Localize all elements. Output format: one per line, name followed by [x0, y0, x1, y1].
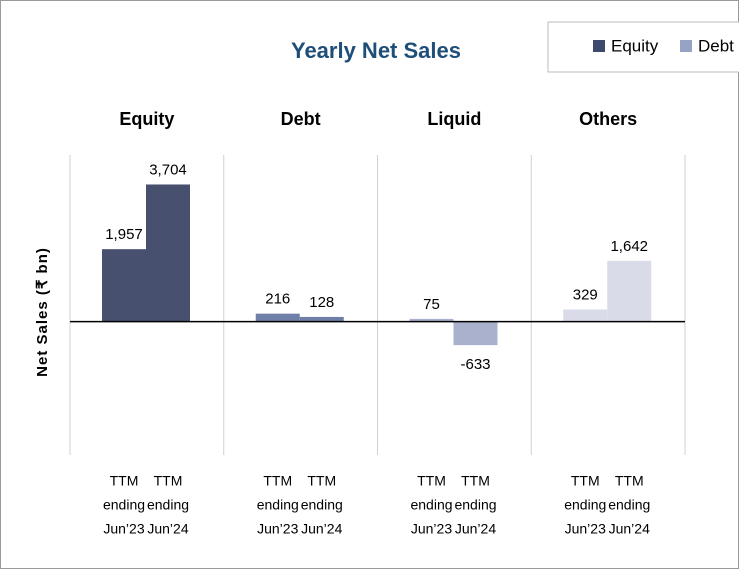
value-label: 1,642	[610, 238, 648, 255]
value-label: 329	[573, 286, 598, 303]
x-tick-label: TTM	[461, 473, 490, 489]
x-tick-label: Jun’23	[565, 521, 606, 537]
x-tick-label: TTM	[417, 473, 446, 489]
bar	[453, 321, 498, 346]
x-tick-label: ending	[257, 497, 299, 513]
x-tick-label: TTM	[615, 473, 644, 489]
x-tick-label: TTM	[263, 473, 292, 489]
legend-label: Debt	[698, 36, 734, 55]
x-tick-label: Jun’23	[103, 521, 144, 537]
x-tick-label: Jun’24	[609, 521, 650, 537]
x-tick-label: ending	[564, 497, 606, 513]
x-tick-label: Jun’23	[411, 521, 452, 537]
bar	[563, 309, 608, 322]
group-title: Debt	[281, 109, 321, 129]
x-tick-label: ending	[410, 497, 452, 513]
value-label: 1,957	[105, 226, 143, 243]
value-label: 3,704	[149, 161, 187, 178]
bar	[299, 316, 344, 322]
group-title: Others	[579, 109, 637, 129]
legend-label: Equity	[611, 36, 659, 55]
x-tick-label: Jun’24	[147, 521, 188, 537]
group-title: Liquid	[427, 109, 481, 129]
value-label: 216	[265, 291, 290, 308]
bar	[146, 184, 190, 322]
x-tick-label: ending	[103, 497, 145, 513]
x-tick-label: TTM	[571, 473, 600, 489]
legend-box	[547, 21, 739, 73]
legend-swatch	[593, 40, 605, 52]
legend-swatch	[680, 40, 692, 52]
y-axis-label: Net Sales (₹ bn)	[34, 247, 51, 377]
x-tick-label: Jun’24	[455, 521, 496, 537]
bar	[409, 318, 454, 322]
x-tick-label: ending	[608, 497, 650, 513]
x-tick-label: Jun’23	[257, 521, 298, 537]
bar	[607, 260, 652, 322]
value-label: 128	[309, 294, 334, 311]
bar	[255, 313, 300, 322]
x-tick-label: TTM	[154, 473, 183, 489]
group-title: Equity	[119, 109, 174, 129]
value-label: 75	[423, 296, 440, 313]
x-tick-label: ending	[301, 497, 343, 513]
value-label: -633	[460, 356, 490, 373]
bar	[102, 249, 146, 322]
chart-title: Yearly Net Sales	[291, 38, 461, 63]
x-tick-label: TTM	[307, 473, 336, 489]
x-tick-label: TTM	[110, 473, 139, 489]
x-tick-label: Jun’24	[301, 521, 342, 537]
x-tick-label: ending	[454, 497, 496, 513]
x-tick-label: ending	[147, 497, 189, 513]
